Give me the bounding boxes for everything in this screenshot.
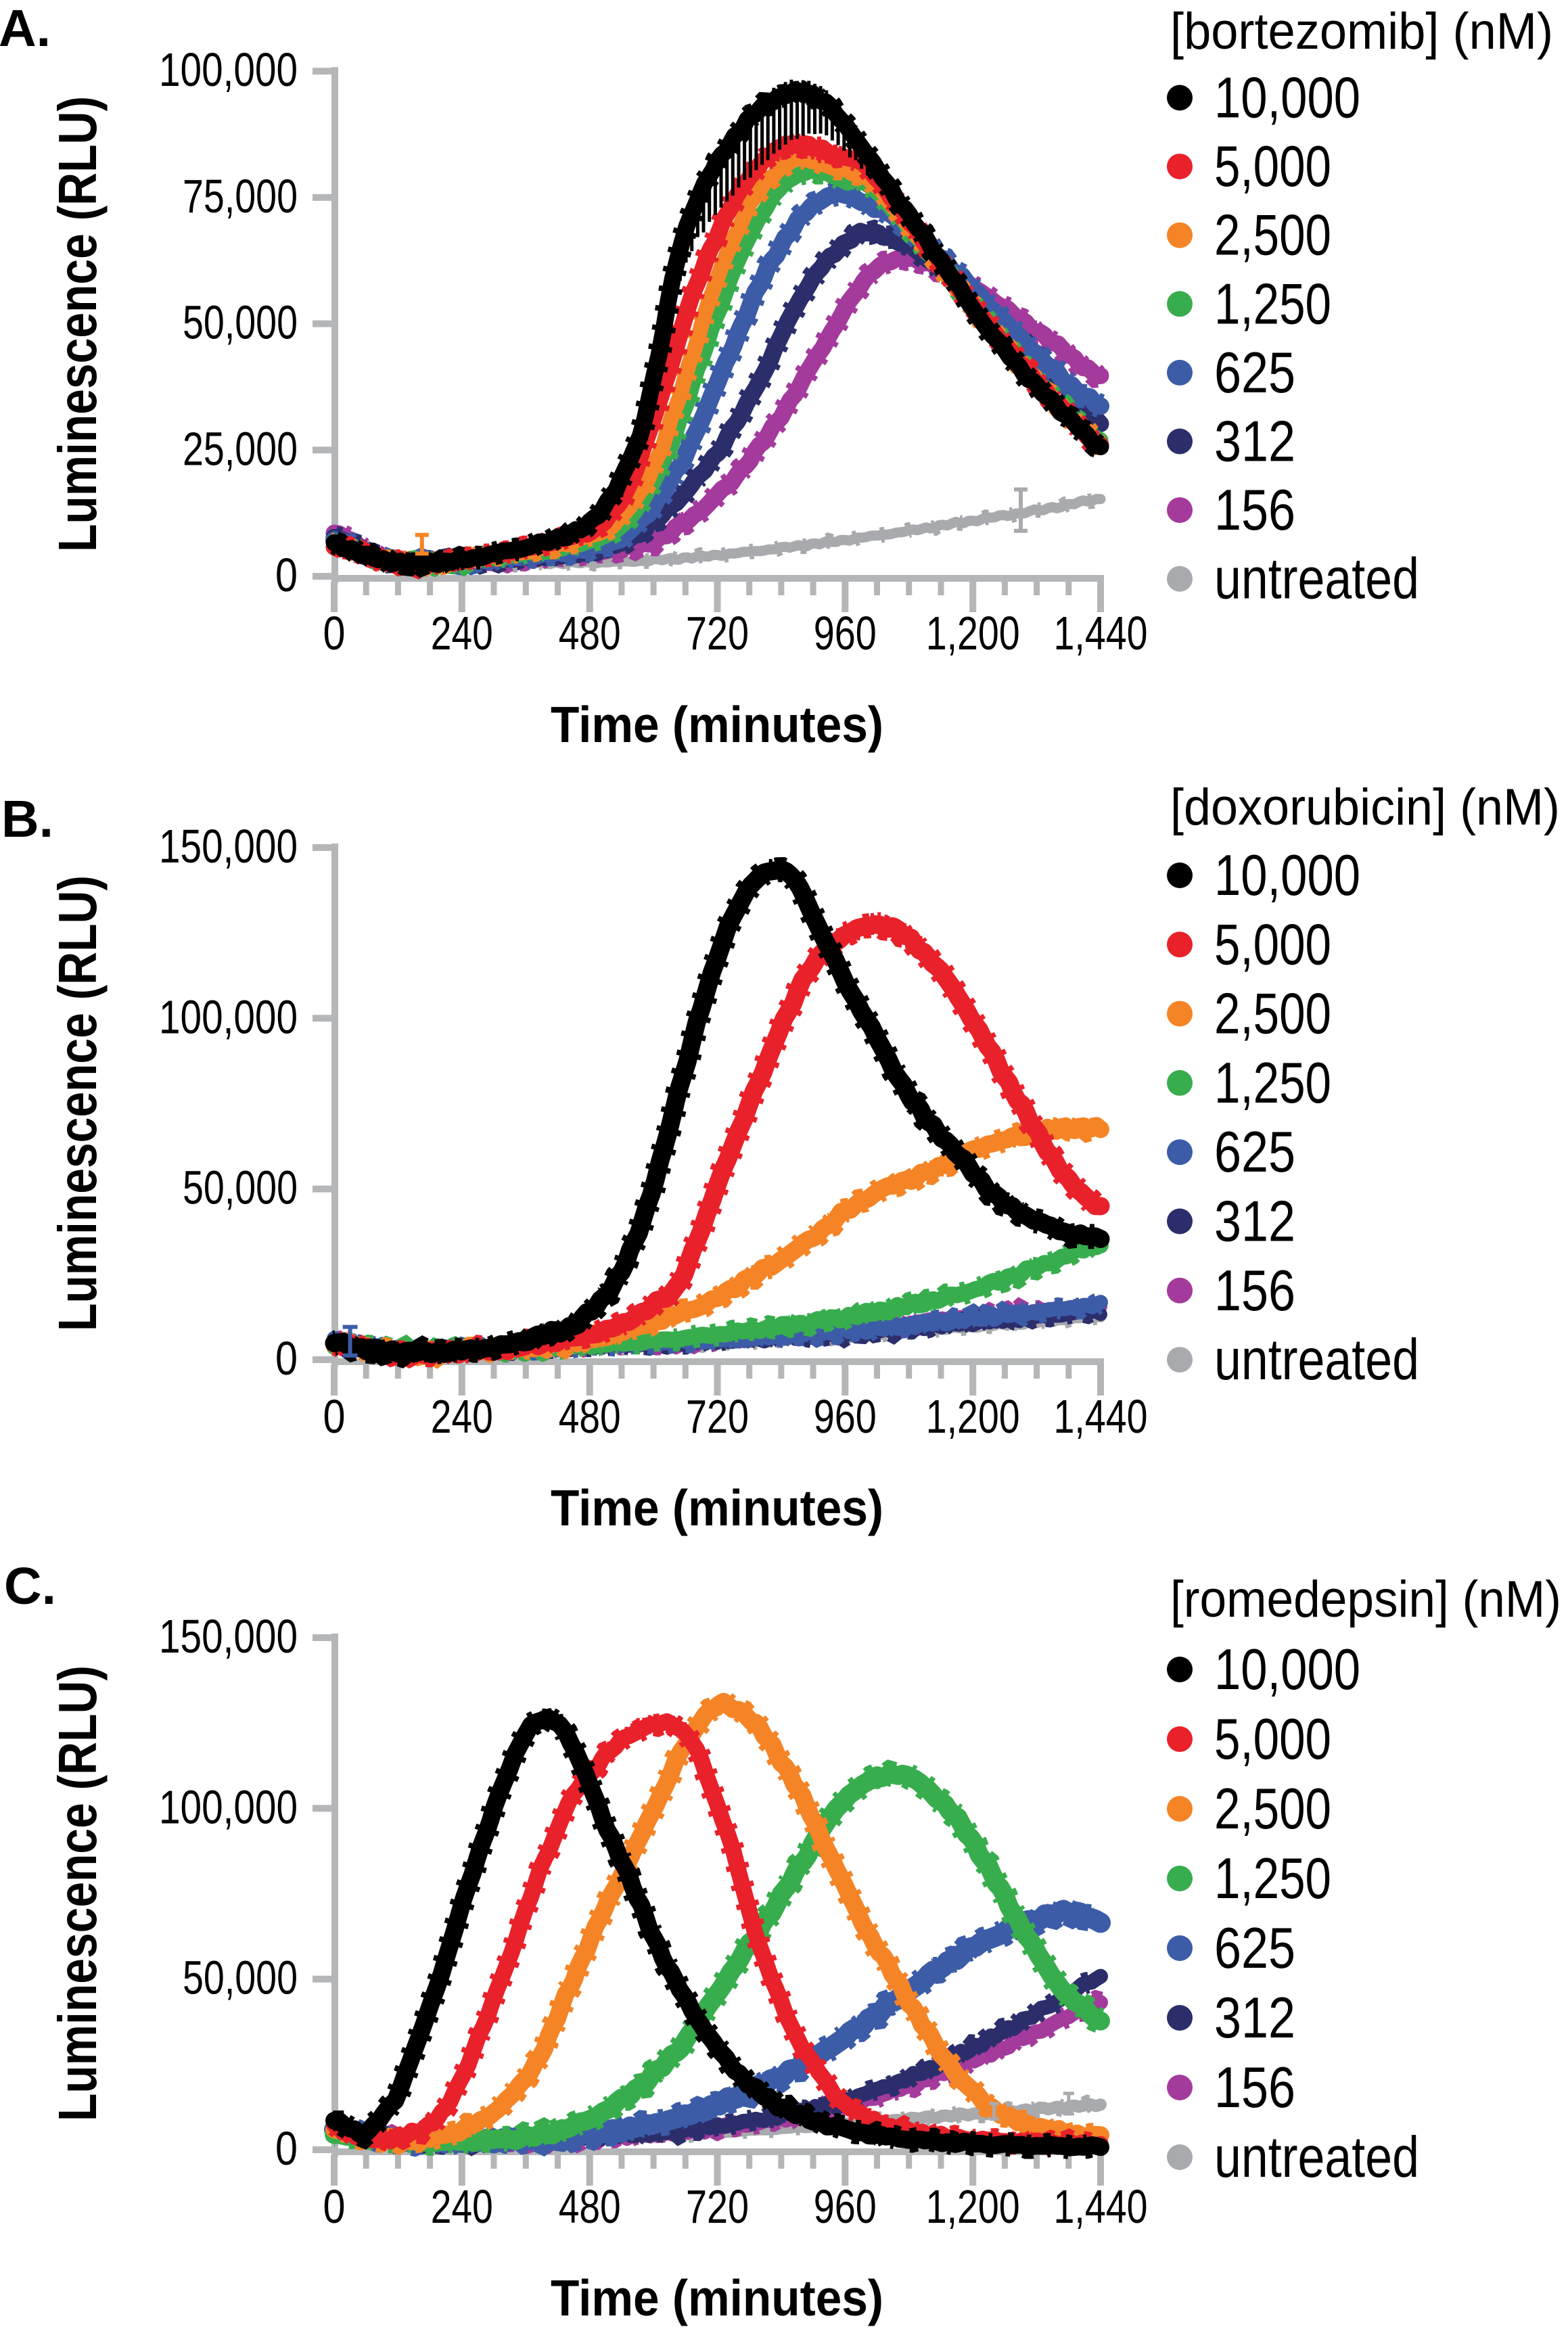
svg-text:240: 240 <box>431 607 493 660</box>
svg-text:150,000: 150,000 <box>159 1610 298 1663</box>
svg-text:10,000: 10,000 <box>1214 66 1360 131</box>
svg-text:240: 240 <box>431 1390 493 1443</box>
svg-text:Luminescence (RLU): Luminescence (RLU) <box>47 96 108 552</box>
svg-text:untreated: untreated <box>1214 2125 1419 2190</box>
svg-text:625: 625 <box>1214 341 1295 405</box>
svg-text:50,000: 50,000 <box>183 296 298 349</box>
svg-text:5,000: 5,000 <box>1214 1707 1331 1772</box>
svg-text:0: 0 <box>275 2122 298 2175</box>
svg-text:156: 156 <box>1214 2056 1295 2120</box>
svg-text:156: 156 <box>1214 1259 1295 1323</box>
svg-text:0: 0 <box>323 2180 346 2233</box>
svg-text:1,250: 1,250 <box>1214 272 1331 336</box>
svg-text:C.: C. <box>4 1557 56 1615</box>
svg-text:0: 0 <box>275 1332 298 1385</box>
svg-text:1,250: 1,250 <box>1214 1847 1331 1911</box>
svg-text:240: 240 <box>431 2180 493 2233</box>
svg-text:960: 960 <box>814 607 877 660</box>
svg-text:1,440: 1,440 <box>1054 607 1148 660</box>
svg-text:10,000: 10,000 <box>1214 1638 1360 1702</box>
svg-text:720: 720 <box>686 607 749 660</box>
svg-text:960: 960 <box>814 1390 877 1443</box>
svg-text:50,000: 50,000 <box>183 1952 298 2004</box>
svg-text:1,200: 1,200 <box>926 2180 1020 2233</box>
svg-text:625: 625 <box>1214 1916 1295 1981</box>
svg-text:[bortezomib] (nM): [bortezomib] (nM) <box>1170 3 1553 60</box>
svg-text:156: 156 <box>1214 478 1295 543</box>
svg-text:1,250: 1,250 <box>1214 1051 1331 1115</box>
svg-text:2,500: 2,500 <box>1214 982 1331 1046</box>
svg-text:1,440: 1,440 <box>1054 2180 1148 2233</box>
svg-text:Time (minutes): Time (minutes) <box>551 1479 883 1536</box>
svg-text:100,000: 100,000 <box>159 1780 298 1833</box>
svg-text:5,000: 5,000 <box>1214 135 1331 199</box>
svg-text:10,000: 10,000 <box>1214 844 1360 908</box>
svg-text:312: 312 <box>1214 410 1295 474</box>
svg-text:Luminescence (RLU): Luminescence (RLU) <box>47 1665 108 2121</box>
svg-text:100,000: 100,000 <box>159 990 298 1043</box>
svg-text:480: 480 <box>559 1390 621 1443</box>
svg-text:2,500: 2,500 <box>1214 1777 1331 1841</box>
svg-text:1,200: 1,200 <box>926 607 1020 660</box>
svg-text:2,500: 2,500 <box>1214 204 1331 268</box>
svg-text:75,000: 75,000 <box>183 170 298 223</box>
svg-text:625: 625 <box>1214 1120 1295 1184</box>
svg-text:untreated: untreated <box>1214 1328 1419 1392</box>
svg-text:150,000: 150,000 <box>159 820 298 873</box>
svg-text:untreated: untreated <box>1214 547 1419 612</box>
svg-text:B.: B. <box>1 790 53 848</box>
svg-text:960: 960 <box>814 2180 877 2233</box>
svg-text:50,000: 50,000 <box>183 1161 298 1214</box>
svg-text:1,440: 1,440 <box>1054 1390 1148 1443</box>
svg-text:480: 480 <box>559 607 621 660</box>
svg-text:0: 0 <box>323 1390 346 1443</box>
svg-text:720: 720 <box>686 1390 749 1443</box>
svg-text:[doxorubicin] (nM): [doxorubicin] (nM) <box>1170 779 1560 836</box>
svg-text:100,000: 100,000 <box>159 43 298 96</box>
svg-text:5,000: 5,000 <box>1214 913 1331 977</box>
svg-text:25,000: 25,000 <box>183 422 298 475</box>
svg-text:A.: A. <box>0 0 51 57</box>
svg-text:720: 720 <box>686 2180 749 2233</box>
svg-text:1,200: 1,200 <box>926 1390 1020 1443</box>
svg-text:[romedepsin] (nM): [romedepsin] (nM) <box>1170 1571 1561 1628</box>
svg-text:0: 0 <box>323 607 346 660</box>
svg-text:312: 312 <box>1214 1190 1295 1254</box>
svg-text:Time (minutes): Time (minutes) <box>551 696 883 753</box>
svg-text:Time (minutes): Time (minutes) <box>551 2269 883 2326</box>
svg-text:312: 312 <box>1214 1986 1295 2050</box>
svg-text:Luminescence (RLU): Luminescence (RLU) <box>47 875 108 1331</box>
svg-text:480: 480 <box>559 2180 621 2233</box>
svg-text:0: 0 <box>275 549 298 601</box>
